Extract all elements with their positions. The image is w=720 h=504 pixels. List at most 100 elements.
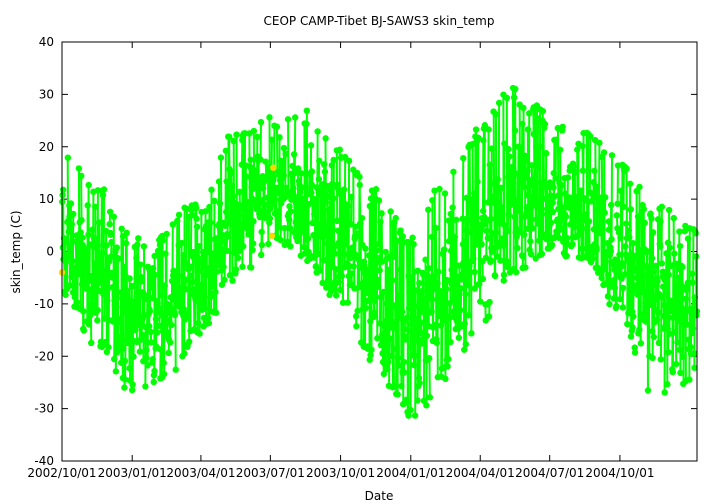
series-green-point bbox=[558, 181, 566, 189]
series-green-point bbox=[488, 248, 496, 255]
series-green-point bbox=[485, 313, 493, 320]
series-green-point bbox=[276, 134, 283, 141]
series-green-point bbox=[596, 139, 603, 147]
series-green-point bbox=[294, 165, 302, 172]
series-green-point bbox=[644, 387, 652, 394]
series-green-point bbox=[692, 230, 699, 237]
series-green-point bbox=[138, 278, 145, 285]
series-green-point bbox=[555, 234, 563, 241]
series-green-point bbox=[600, 149, 608, 156]
series-green-point bbox=[374, 335, 381, 342]
series-green-point bbox=[282, 150, 289, 157]
series-green-point bbox=[362, 245, 369, 252]
series-green-point bbox=[257, 251, 265, 259]
series-green-point bbox=[229, 277, 236, 284]
series-green-point bbox=[80, 327, 88, 334]
series-green-point bbox=[409, 234, 416, 241]
series-green-point bbox=[105, 343, 112, 351]
series-green-point bbox=[298, 170, 305, 177]
series-green-point bbox=[221, 276, 228, 284]
series-green-point bbox=[169, 221, 176, 228]
series-green-point bbox=[112, 368, 120, 375]
series-green-point bbox=[613, 212, 620, 219]
series-green-point bbox=[657, 356, 665, 363]
series-green-point bbox=[526, 110, 533, 117]
series-green-point bbox=[345, 157, 353, 165]
series-green-point bbox=[618, 275, 625, 282]
series-green-point bbox=[371, 309, 378, 316]
series-green-point bbox=[163, 230, 170, 238]
series-green-point bbox=[202, 208, 209, 215]
series-green-point bbox=[78, 216, 85, 224]
series-green-point bbox=[208, 186, 215, 193]
series-green-point bbox=[277, 236, 284, 244]
series-green-point bbox=[649, 229, 657, 236]
series-green-point bbox=[636, 183, 643, 191]
series-green-point bbox=[641, 219, 648, 227]
series-yellow-point-2 bbox=[270, 164, 277, 171]
series-green-point bbox=[681, 227, 688, 235]
series-green-point bbox=[546, 179, 554, 186]
series-green-point bbox=[532, 255, 539, 262]
series-green-point bbox=[136, 348, 144, 355]
series-green-point bbox=[224, 233, 231, 240]
y-axis-label: skin_temp (C) bbox=[9, 210, 23, 293]
series-green-point bbox=[382, 248, 389, 256]
series-green-point bbox=[189, 248, 197, 256]
series-green-point bbox=[658, 203, 666, 210]
series-green-point bbox=[514, 244, 521, 252]
series-green-point bbox=[544, 183, 551, 191]
series-green-point bbox=[397, 227, 404, 234]
series-green-point bbox=[455, 334, 463, 341]
series-green-point bbox=[479, 275, 487, 283]
series-green-point bbox=[129, 386, 136, 394]
series-green-point bbox=[569, 241, 576, 248]
series-green-point bbox=[542, 150, 550, 157]
series-green-point bbox=[103, 242, 110, 249]
series-green-point bbox=[626, 180, 634, 187]
series-green-point bbox=[240, 243, 247, 250]
series-green-point bbox=[559, 123, 566, 130]
series-green-point bbox=[234, 254, 242, 262]
series-green-point bbox=[106, 220, 113, 228]
series-green-point bbox=[178, 239, 185, 247]
series-green-point bbox=[330, 156, 337, 164]
series-green-point bbox=[188, 211, 196, 219]
x-tick-label: 2004/10/01 bbox=[585, 466, 654, 480]
series-green-point bbox=[416, 279, 423, 287]
series-green-point bbox=[273, 123, 281, 130]
series-green-point bbox=[414, 267, 422, 274]
series-green-point bbox=[392, 214, 399, 222]
series-green-point bbox=[193, 223, 201, 230]
x-tick-label: 2003/10/01 bbox=[306, 466, 375, 480]
series-green-point bbox=[182, 314, 189, 322]
series-green-point bbox=[148, 339, 155, 346]
series-green-point bbox=[669, 368, 676, 376]
series-green-point bbox=[578, 245, 586, 252]
series-green-point bbox=[436, 185, 443, 193]
series-green-point bbox=[616, 251, 623, 258]
series-green-point bbox=[648, 215, 655, 222]
series-green-point bbox=[666, 330, 673, 337]
series-green-point bbox=[170, 267, 177, 275]
series-green-point bbox=[541, 120, 549, 128]
series-green-point bbox=[308, 168, 316, 175]
series-green-point bbox=[629, 239, 637, 247]
x-ticks: 2002/10/01 2003/01/01 2003/04/01 2003/07/01… bbox=[27, 42, 655, 480]
series-green-point bbox=[211, 197, 218, 205]
x-tick-label: 2003/04/01 bbox=[166, 466, 235, 480]
series-green-point bbox=[500, 277, 507, 284]
series-green-point bbox=[205, 319, 213, 327]
series-green-point bbox=[267, 205, 274, 213]
series-green-point bbox=[529, 225, 536, 232]
series-green-point bbox=[344, 299, 351, 306]
series-green-point bbox=[481, 122, 489, 129]
series-green-point bbox=[280, 144, 288, 152]
series-green-point bbox=[443, 276, 451, 284]
series-green-point bbox=[307, 142, 315, 149]
series-green-point bbox=[100, 186, 108, 193]
series-green-point bbox=[399, 233, 406, 240]
series-green-point bbox=[442, 375, 449, 383]
series-green-point bbox=[265, 240, 272, 248]
